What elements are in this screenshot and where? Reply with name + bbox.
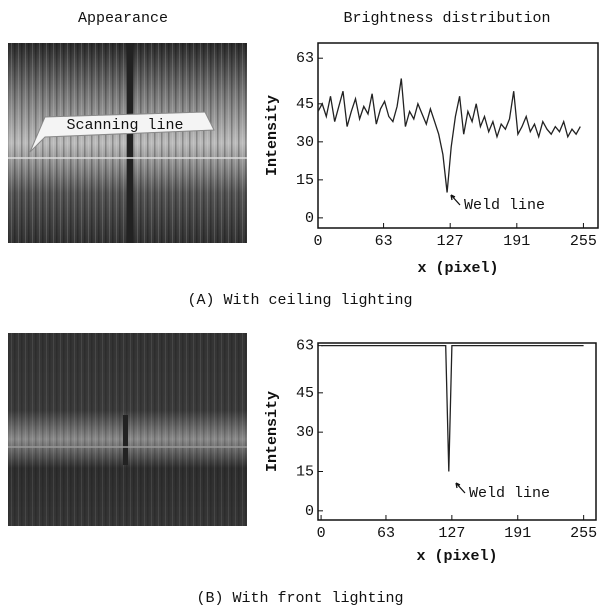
- y-axis-label: Intensity: [264, 391, 281, 472]
- y-axis-label: Intensity: [264, 95, 281, 176]
- y-tick-label: 63: [296, 338, 314, 355]
- y-tick-label: 30: [296, 424, 314, 441]
- x-tick-label: 127: [437, 233, 464, 250]
- x-tick-label: 127: [438, 525, 465, 542]
- x-tick-label: 0: [313, 233, 322, 250]
- column-header: Appearance: [78, 10, 168, 27]
- charts: 0 15 30 45 63 0 63 127 191 255 x (pixel) Intensity (…: [187, 42, 599, 607]
- x-tick-label: 191: [503, 233, 530, 250]
- y-tick-label: 0: [305, 210, 314, 227]
- annotation: Weld line: [469, 485, 550, 502]
- plot-frame: [317, 342, 597, 521]
- y-tick-label: 30: [296, 134, 314, 151]
- x-tick-label: 255: [570, 233, 597, 250]
- line: [321, 344, 584, 472]
- annotation-arrow: [450, 194, 461, 206]
- photo-b: [8, 333, 247, 526]
- x-tick-label: 63: [375, 233, 393, 250]
- x-tick-label: 191: [504, 525, 531, 542]
- annotation: Weld line: [464, 197, 545, 214]
- y-tick-label: 45: [296, 96, 314, 113]
- x-axis-label: x (pixel): [417, 260, 498, 277]
- caption: (A) With ceiling lighting: [187, 292, 412, 309]
- y-tick-label: 15: [296, 463, 314, 480]
- line: [317, 78, 581, 193]
- y-tick-label: 15: [296, 172, 314, 189]
- y-tick-label: 63: [296, 50, 314, 67]
- x-tick-label: 63: [377, 525, 395, 542]
- x-axis-label: x (pixel): [416, 548, 497, 565]
- x-tick-label: 255: [570, 525, 597, 542]
- caption: (B) With front lighting: [196, 590, 403, 607]
- image-label: Scanning line: [66, 117, 183, 134]
- photo-a: Scanning line: [8, 43, 247, 243]
- y-tick-label: 0: [305, 503, 314, 520]
- x-tick-label: 0: [317, 525, 326, 542]
- y-tick-label: 45: [296, 385, 314, 402]
- column-header: Brightness distribution: [343, 10, 550, 27]
- annotation-arrow: [455, 482, 466, 494]
- plot-frame: [317, 42, 599, 229]
